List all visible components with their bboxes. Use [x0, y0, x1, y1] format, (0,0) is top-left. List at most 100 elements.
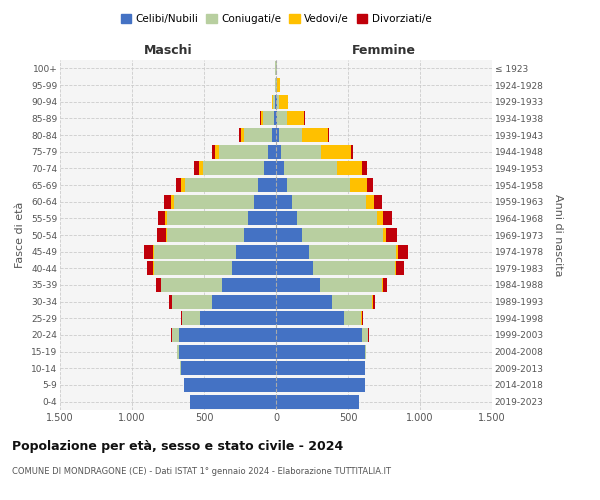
Bar — [212, 294, 276, 308]
Bar — [260, 112, 261, 126]
Bar — [396, 244, 398, 259]
Bar — [165, 211, 167, 226]
Bar — [276, 294, 332, 308]
Bar — [276, 361, 365, 376]
Bar — [277, 112, 287, 126]
Bar — [302, 128, 328, 142]
Bar — [321, 144, 350, 159]
Bar — [154, 244, 236, 259]
Bar — [166, 228, 167, 242]
Bar — [172, 328, 179, 342]
Bar — [275, 94, 276, 109]
Bar — [154, 261, 232, 276]
Text: Maschi: Maschi — [143, 44, 193, 57]
Bar — [172, 294, 212, 308]
Bar — [350, 178, 367, 192]
Bar — [377, 211, 383, 226]
Bar — [398, 244, 407, 259]
Bar — [276, 128, 278, 142]
Bar — [236, 244, 276, 259]
Text: Popolazione per età, sesso e stato civile - 2024: Popolazione per età, sesso e stato civil… — [12, 440, 343, 453]
Bar — [280, 94, 287, 109]
Bar — [268, 144, 276, 159]
Bar — [276, 144, 281, 159]
Bar — [239, 128, 241, 142]
Bar — [276, 228, 302, 242]
Bar — [276, 162, 284, 175]
Bar — [287, 112, 304, 126]
Bar — [182, 311, 200, 326]
Bar — [276, 328, 362, 342]
Bar — [287, 178, 350, 192]
Bar — [275, 78, 276, 92]
Bar — [272, 128, 276, 142]
Text: COMUNE DI MONDRAGONE (CE) - Dati ISTAT 1° gennaio 2024 - Elaborazione TUTTITALIA: COMUNE DI MONDRAGONE (CE) - Dati ISTAT 1… — [12, 468, 391, 476]
Bar — [281, 144, 321, 159]
Bar — [241, 128, 244, 142]
Bar — [258, 178, 276, 192]
Bar — [278, 128, 302, 142]
Bar — [313, 261, 395, 276]
Bar — [232, 261, 276, 276]
Bar — [383, 211, 392, 226]
Bar — [365, 344, 366, 359]
Bar — [153, 244, 154, 259]
Bar — [368, 328, 369, 342]
Bar — [184, 378, 276, 392]
Bar — [361, 311, 362, 326]
Bar — [367, 178, 373, 192]
Bar — [171, 328, 172, 342]
Bar — [180, 361, 181, 376]
Bar — [276, 94, 277, 109]
Bar — [157, 278, 161, 292]
Bar — [178, 344, 179, 359]
Bar — [203, 162, 264, 175]
Bar — [276, 194, 292, 209]
Bar — [292, 194, 366, 209]
Bar — [167, 228, 244, 242]
Legend: Celibi/Nubili, Coniugati/e, Vedovi/e, Divorziati/e: Celibi/Nubili, Coniugati/e, Vedovi/e, Di… — [116, 10, 436, 29]
Bar — [328, 128, 329, 142]
Bar — [181, 361, 276, 376]
Bar — [374, 194, 382, 209]
Bar — [276, 394, 359, 409]
Bar — [276, 211, 298, 226]
Bar — [276, 112, 277, 126]
Bar — [396, 261, 404, 276]
Bar — [304, 112, 305, 126]
Bar — [362, 162, 367, 175]
Bar — [161, 278, 222, 292]
Text: Femmine: Femmine — [352, 44, 416, 57]
Bar — [171, 194, 174, 209]
Bar — [372, 294, 373, 308]
Bar — [254, 194, 276, 209]
Bar — [176, 178, 181, 192]
Y-axis label: Fasce di età: Fasce di età — [16, 202, 25, 268]
Bar — [274, 112, 276, 126]
Bar — [320, 278, 382, 292]
Bar — [383, 228, 386, 242]
Bar — [373, 294, 375, 308]
Bar — [395, 261, 396, 276]
Bar — [164, 194, 171, 209]
Bar — [174, 194, 254, 209]
Bar — [276, 278, 320, 292]
Bar — [147, 261, 153, 276]
Bar — [277, 78, 280, 92]
Bar — [366, 194, 374, 209]
Bar — [276, 178, 287, 192]
Bar — [350, 144, 353, 159]
Bar — [276, 78, 277, 92]
Bar — [157, 228, 166, 242]
Bar — [263, 112, 274, 126]
Bar — [190, 394, 276, 409]
Bar — [179, 328, 276, 342]
Bar — [298, 211, 377, 226]
Bar — [215, 144, 219, 159]
Bar — [276, 378, 365, 392]
Bar — [181, 311, 182, 326]
Bar — [344, 311, 361, 326]
Bar — [200, 311, 276, 326]
Bar — [386, 228, 397, 242]
Bar — [169, 294, 172, 308]
